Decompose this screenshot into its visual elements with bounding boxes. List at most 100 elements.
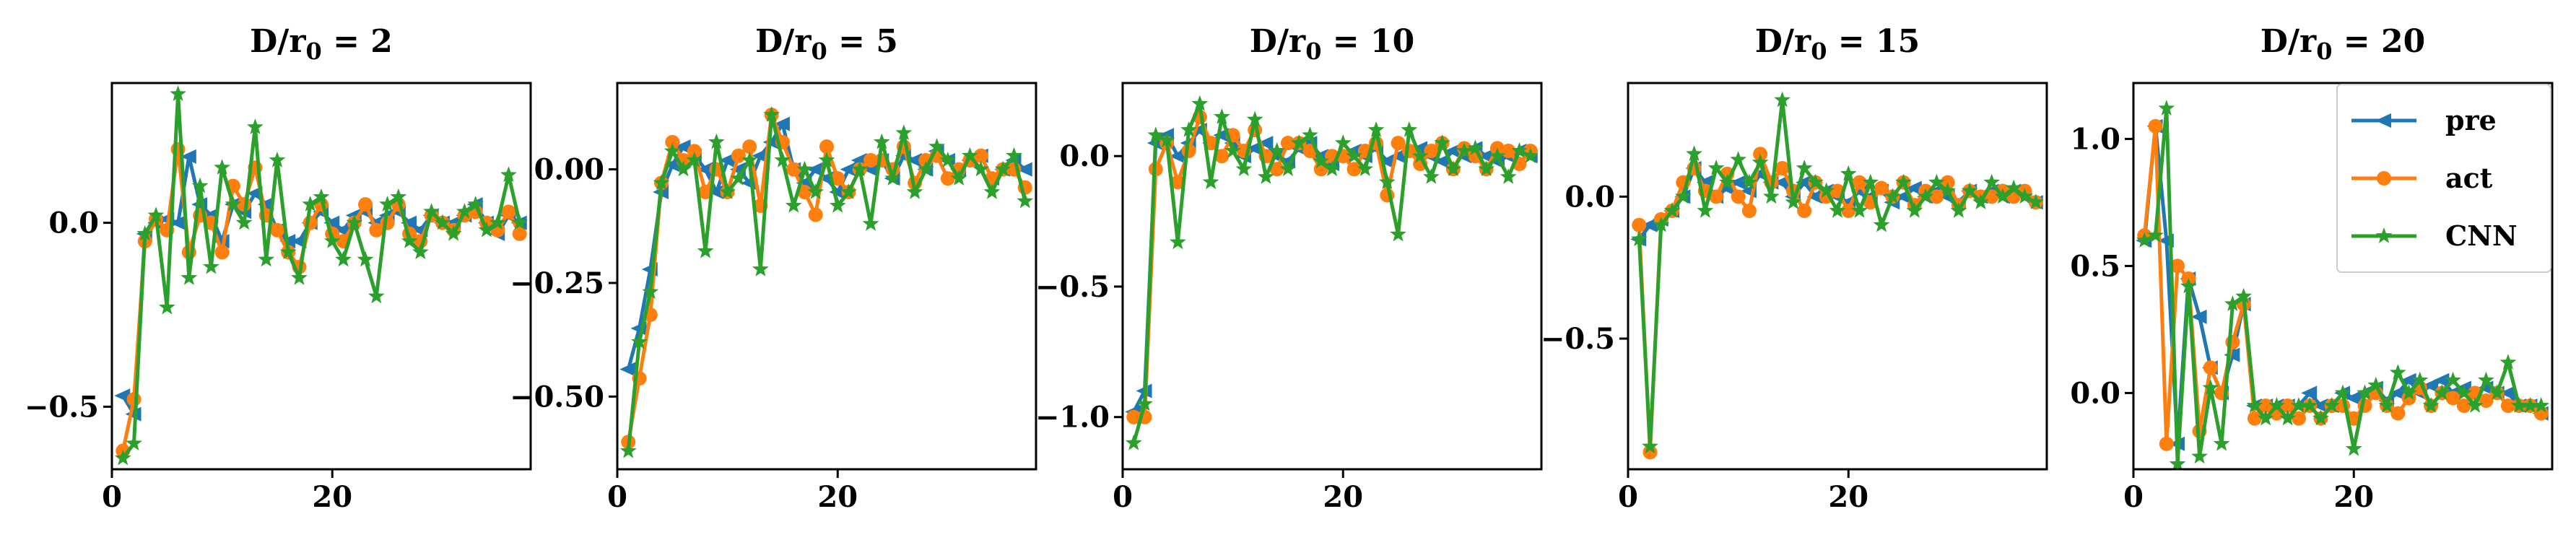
- data-point: [906, 183, 923, 199]
- y-tick-label: 0.00: [534, 153, 604, 187]
- data-point: [1016, 162, 1032, 177]
- data-point: [1389, 149, 1406, 164]
- data-point: [2291, 411, 2306, 426]
- subplot-3: D/r0 = 10 0 20 −1.0 −0.5 0.0: [1035, 23, 1543, 514]
- data-point: [2422, 397, 2440, 413]
- data-point: [994, 160, 1011, 177]
- subplot-title: D/r0 = 2: [250, 23, 393, 65]
- data-point: [1884, 188, 1901, 204]
- data-point: [1467, 139, 1484, 156]
- data-point: [1961, 182, 1978, 199]
- data-point: [390, 188, 407, 204]
- series-markers-cnn: [114, 85, 528, 466]
- y-tick-label: 0.5: [2070, 249, 2120, 283]
- plot-area: [114, 85, 528, 466]
- x-tick-label: 0: [102, 480, 122, 514]
- y-tick-label: 0.0: [1565, 180, 1615, 214]
- data-point: [1796, 175, 1812, 190]
- data-point: [1950, 202, 1967, 218]
- data-point: [829, 196, 846, 213]
- data-point: [401, 232, 418, 248]
- data-point: [1202, 173, 1219, 190]
- data-point: [158, 298, 175, 315]
- data-point: [1852, 175, 1867, 190]
- data-point: [2357, 384, 2373, 401]
- x-tick-label: 0: [607, 480, 627, 514]
- data-point: [2434, 384, 2450, 401]
- data-point: [1257, 136, 1274, 151]
- data-point: [2367, 376, 2385, 393]
- data-point: [1367, 121, 1385, 137]
- y-tick-label: −0.25: [510, 266, 604, 300]
- data-point: [1841, 204, 1856, 219]
- data-point: [1983, 173, 2001, 190]
- plot-area: [619, 106, 1034, 458]
- data-point: [884, 170, 901, 186]
- data-point: [2500, 399, 2515, 414]
- legend-label: act: [2445, 162, 2493, 194]
- data-point: [2301, 397, 2318, 413]
- data-point: [2400, 373, 2416, 388]
- data-point: [1763, 188, 1780, 204]
- data-point: [2522, 397, 2538, 413]
- data-point: [663, 142, 681, 159]
- data-point: [840, 162, 856, 177]
- data-point: [1674, 188, 1692, 204]
- data-point: [235, 214, 253, 230]
- data-point: [918, 160, 934, 177]
- data-point: [1445, 160, 1462, 176]
- data-point: [1796, 160, 1813, 175]
- data-point: [973, 148, 988, 163]
- x-tick-label: 20: [1828, 480, 1868, 514]
- data-point: [2378, 397, 2396, 413]
- data-point: [379, 196, 396, 212]
- data-point: [357, 251, 374, 267]
- y-tick-label: −0.5: [1541, 322, 1615, 356]
- legend-marker: [2377, 171, 2391, 186]
- data-point: [313, 188, 330, 204]
- y-tick-label: 0.0: [48, 206, 99, 240]
- data-point: [203, 258, 219, 274]
- data-point: [895, 124, 913, 140]
- data-point: [269, 222, 284, 238]
- subplot-5: D/r0 = 20 0 20 0.0 0.5 1.0: [2070, 23, 2554, 514]
- data-point: [2224, 347, 2240, 362]
- data-point: [665, 134, 680, 149]
- data-point: [851, 160, 869, 177]
- data-point: [2258, 399, 2273, 414]
- data-point: [2301, 386, 2318, 401]
- data-point: [697, 242, 714, 258]
- data-point: [862, 215, 879, 231]
- data-point: [2445, 391, 2460, 406]
- data-point: [445, 225, 462, 241]
- data-point: [302, 196, 319, 212]
- data-point: [1006, 147, 1022, 163]
- data-point: [2191, 448, 2208, 464]
- data-point: [170, 85, 186, 101]
- data-point: [114, 388, 131, 404]
- data-point: [180, 269, 198, 285]
- x-tick-label: 20: [1323, 480, 1363, 514]
- subplot-title: D/r0 = 15: [1755, 23, 1920, 65]
- legend-entry-act: act: [2351, 162, 2493, 194]
- data-point: [719, 183, 736, 199]
- data-point: [1017, 192, 1034, 209]
- data-point: [2279, 409, 2297, 426]
- data-point: [1905, 180, 1922, 196]
- data-point: [1433, 154, 1450, 169]
- x-tick-label: 20: [312, 480, 352, 514]
- data-point: [279, 243, 297, 260]
- data-point: [663, 157, 680, 173]
- data-point: [1411, 147, 1429, 163]
- data-point: [1346, 147, 1362, 163]
- data-point: [2433, 373, 2450, 388]
- data-point: [2499, 354, 2517, 370]
- data-point: [674, 139, 691, 154]
- data-point: [2445, 371, 2461, 388]
- data-point: [2257, 409, 2274, 426]
- data-point: [2345, 391, 2362, 406]
- data-point: [2224, 295, 2241, 311]
- subplot-title: D/r0 = 10: [1250, 23, 1414, 65]
- data-point: [1235, 160, 1253, 176]
- data-point: [2455, 384, 2473, 401]
